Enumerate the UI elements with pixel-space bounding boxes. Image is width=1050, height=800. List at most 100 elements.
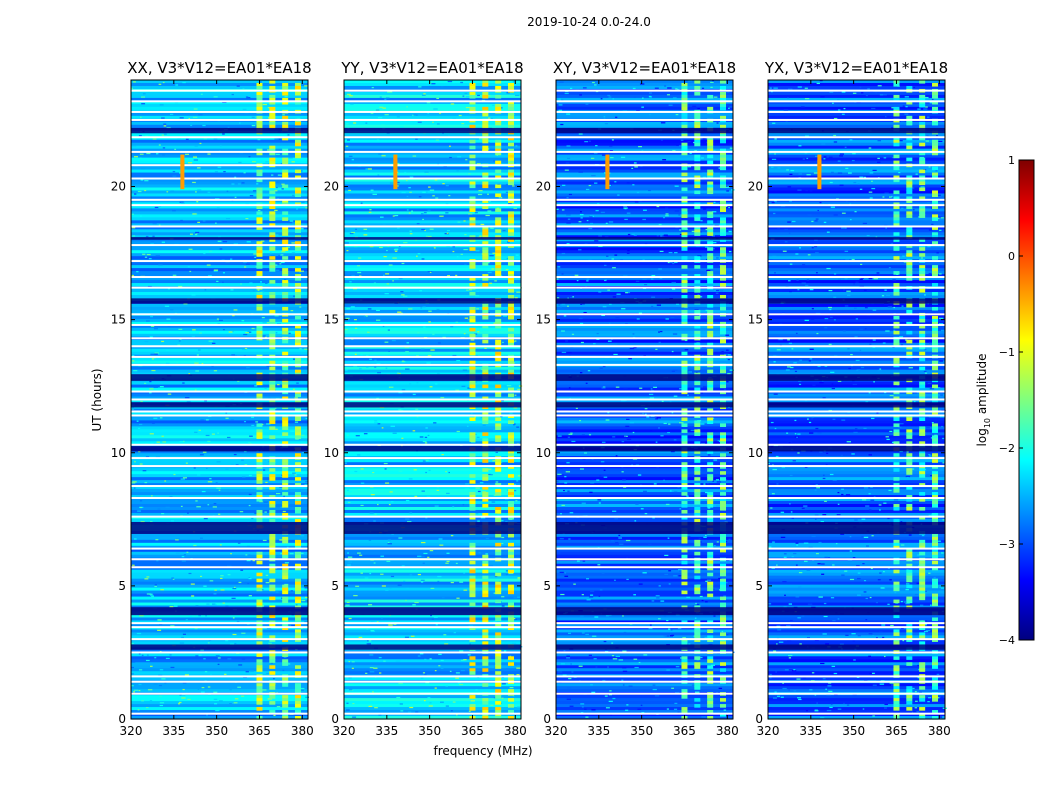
rfi-channel <box>469 196 476 201</box>
heatmap-speckle <box>580 703 585 705</box>
heatmap-speckle <box>133 689 139 691</box>
rfi-channel <box>295 698 302 702</box>
heatmap-speckle <box>633 162 637 164</box>
heatmap-speckle <box>449 670 452 672</box>
heatmap-speckle <box>214 703 218 705</box>
flagged-row <box>131 692 308 695</box>
heatmap-speckle <box>265 481 268 484</box>
heatmap-speckle <box>152 235 155 237</box>
heatmap-speckle <box>674 702 678 704</box>
heatmap-speckle <box>286 546 289 548</box>
heatmap-row <box>344 178 521 183</box>
heatmap-speckle <box>206 264 211 266</box>
heatmap-speckle <box>608 322 611 325</box>
heatmap-speckle <box>632 233 636 235</box>
heatmap-speckle <box>646 416 650 418</box>
heatmap-speckle <box>423 552 428 555</box>
heatmap-row <box>556 578 733 583</box>
heatmap-speckle <box>513 423 516 425</box>
heatmap-speckle <box>368 539 372 541</box>
rfi-channel <box>495 713 502 717</box>
rfi-channel <box>707 253 714 257</box>
heatmap-speckle <box>678 569 683 571</box>
heatmap-speckle <box>291 242 296 244</box>
heatmap-speckle <box>159 417 163 419</box>
heatmap-speckle <box>220 575 224 577</box>
heatmap-speckle <box>438 665 441 667</box>
rfi-channel <box>482 441 489 445</box>
heatmap-speckle <box>267 397 272 399</box>
heatmap-speckle <box>450 535 454 537</box>
rfi-channel <box>269 124 276 129</box>
rfi-channel <box>295 339 302 344</box>
panel-frame <box>343 79 522 720</box>
rfi-channel <box>720 103 727 108</box>
heatmap-speckle <box>207 642 210 644</box>
rfi-channel <box>482 498 489 502</box>
heatmap-speckle <box>625 709 629 711</box>
rfi-channel <box>282 486 289 490</box>
heatmap-speckle <box>426 102 431 104</box>
heatmap-speckle <box>450 326 454 328</box>
heatmap-row <box>131 716 308 720</box>
heatmap-speckle <box>360 468 364 470</box>
heatmap-row <box>131 145 308 150</box>
rfi-channel <box>282 596 289 601</box>
heatmap-row <box>344 103 521 108</box>
heatmap-speckle <box>268 642 272 644</box>
heatmap-speckle <box>501 596 505 598</box>
rfi-channel <box>495 435 502 439</box>
rfi-channel <box>469 205 476 209</box>
rfi-channel <box>282 217 289 221</box>
heatmap-speckle <box>245 96 249 98</box>
rfi-channel <box>681 333 688 338</box>
heatmap-speckle <box>357 454 361 456</box>
heatmap-speckle <box>566 655 570 657</box>
heatmap-speckle <box>601 441 606 443</box>
heatmap-speckle <box>611 258 615 260</box>
heatmap-speckle <box>584 141 589 143</box>
heatmap-row <box>131 280 308 284</box>
rfi-channel <box>720 438 727 442</box>
heatmap-speckle <box>204 671 208 673</box>
heatmap-row <box>344 271 521 275</box>
heatmap-row <box>131 124 308 129</box>
heatmap-speckle <box>415 408 419 410</box>
heatmap-speckle <box>608 700 613 702</box>
heatmap-speckle <box>479 416 483 419</box>
rfi-channel <box>508 515 515 520</box>
heatmap-speckle <box>188 117 191 120</box>
dark-band <box>556 237 733 240</box>
heatmap-row <box>344 238 521 242</box>
heatmap-row <box>344 566 521 571</box>
rfi-channel <box>269 512 276 517</box>
heatmap-speckle <box>241 658 246 660</box>
heatmap-speckle <box>492 460 496 462</box>
rfi-channel <box>508 327 515 332</box>
heatmap-speckle <box>501 697 504 699</box>
heatmap-speckle <box>700 656 703 659</box>
heatmap-speckle <box>438 538 443 540</box>
heatmap-speckle <box>345 123 349 125</box>
heatmap-row <box>131 345 308 350</box>
rfi-channel <box>482 139 489 144</box>
heatmap-speckle <box>131 227 136 229</box>
heatmap-speckle <box>443 684 445 686</box>
rfi-channel <box>282 199 289 204</box>
rfi-channel <box>482 617 489 622</box>
heatmap-speckle <box>626 212 631 214</box>
heatmap-speckle <box>368 350 373 352</box>
flagged-row <box>131 622 308 625</box>
rfi-channel <box>295 623 302 628</box>
rfi-channel <box>508 698 515 702</box>
heatmap-speckle <box>346 431 351 433</box>
heatmap-speckle <box>713 615 716 617</box>
heatmap-speckle <box>468 213 473 215</box>
heatmap-speckle <box>375 109 380 111</box>
heatmap-speckle <box>581 594 584 596</box>
heatmap-row <box>344 480 521 484</box>
rfi-channel <box>482 662 489 666</box>
heatmap-speckle <box>664 85 667 87</box>
rfi-channel <box>694 366 701 371</box>
heatmap-speckle <box>632 333 635 335</box>
